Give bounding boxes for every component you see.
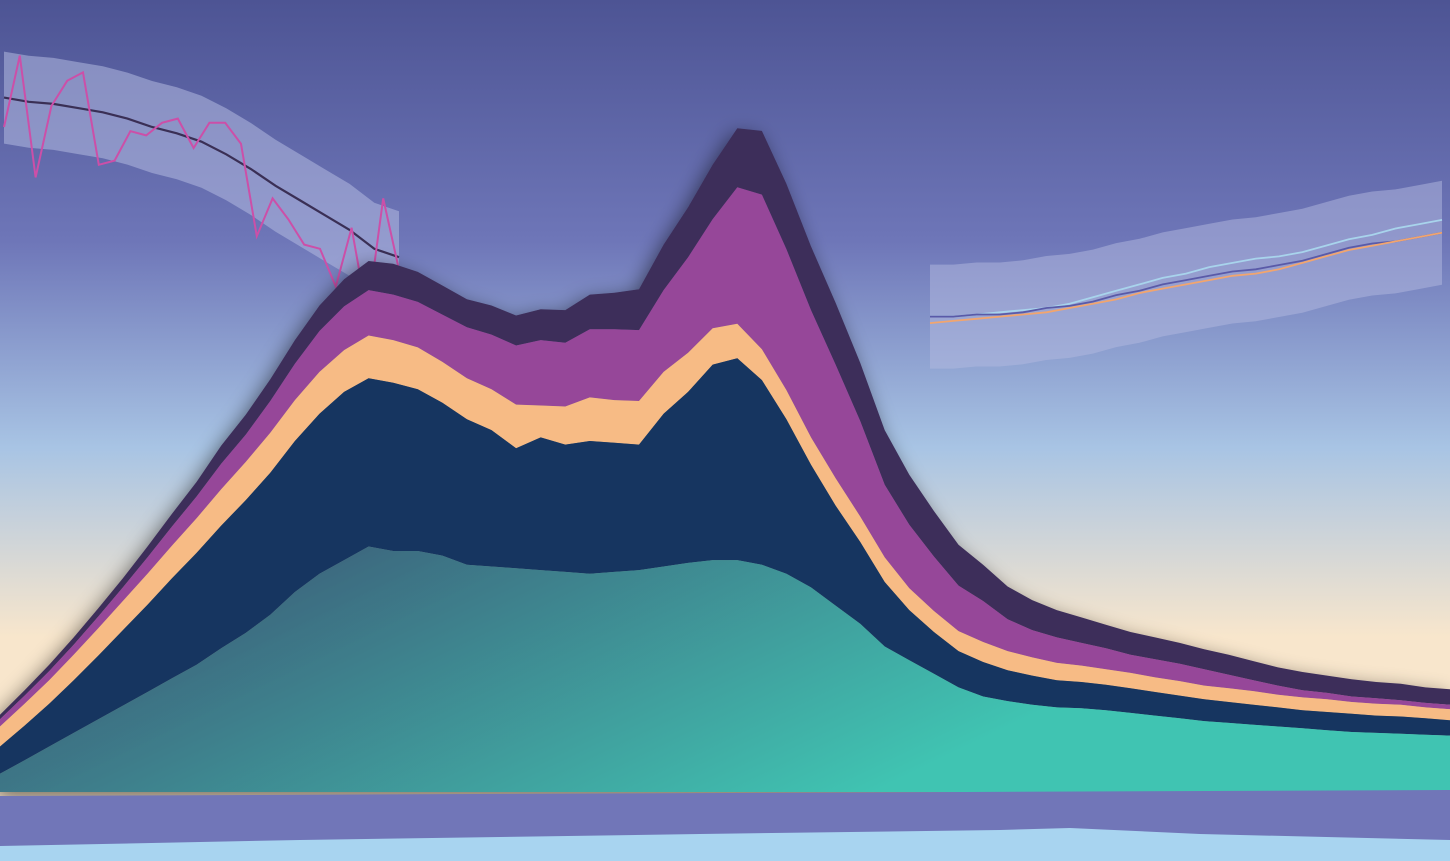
area-layer-navy bbox=[0, 358, 1450, 774]
line-right-indigo bbox=[930, 231, 1443, 318]
line-left-pink bbox=[3, 55, 400, 317]
area-layer-magenta bbox=[0, 187, 1450, 727]
water-band bbox=[0, 828, 1450, 861]
stacked-areas bbox=[0, 128, 1450, 792]
line-left-dark bbox=[3, 96, 400, 259]
trend-lines bbox=[3, 55, 1443, 324]
confidence-bands bbox=[4, 51, 1442, 369]
line-right-orange bbox=[929, 231, 1443, 324]
band-right bbox=[930, 180, 1442, 369]
area-layer-teal bbox=[0, 546, 1450, 792]
area-layer-peach bbox=[0, 323, 1450, 747]
line-right-sky bbox=[930, 219, 1443, 318]
area-layer-ridge bbox=[0, 128, 1450, 720]
ground-strip bbox=[0, 790, 1450, 861]
band-left bbox=[4, 51, 399, 304]
